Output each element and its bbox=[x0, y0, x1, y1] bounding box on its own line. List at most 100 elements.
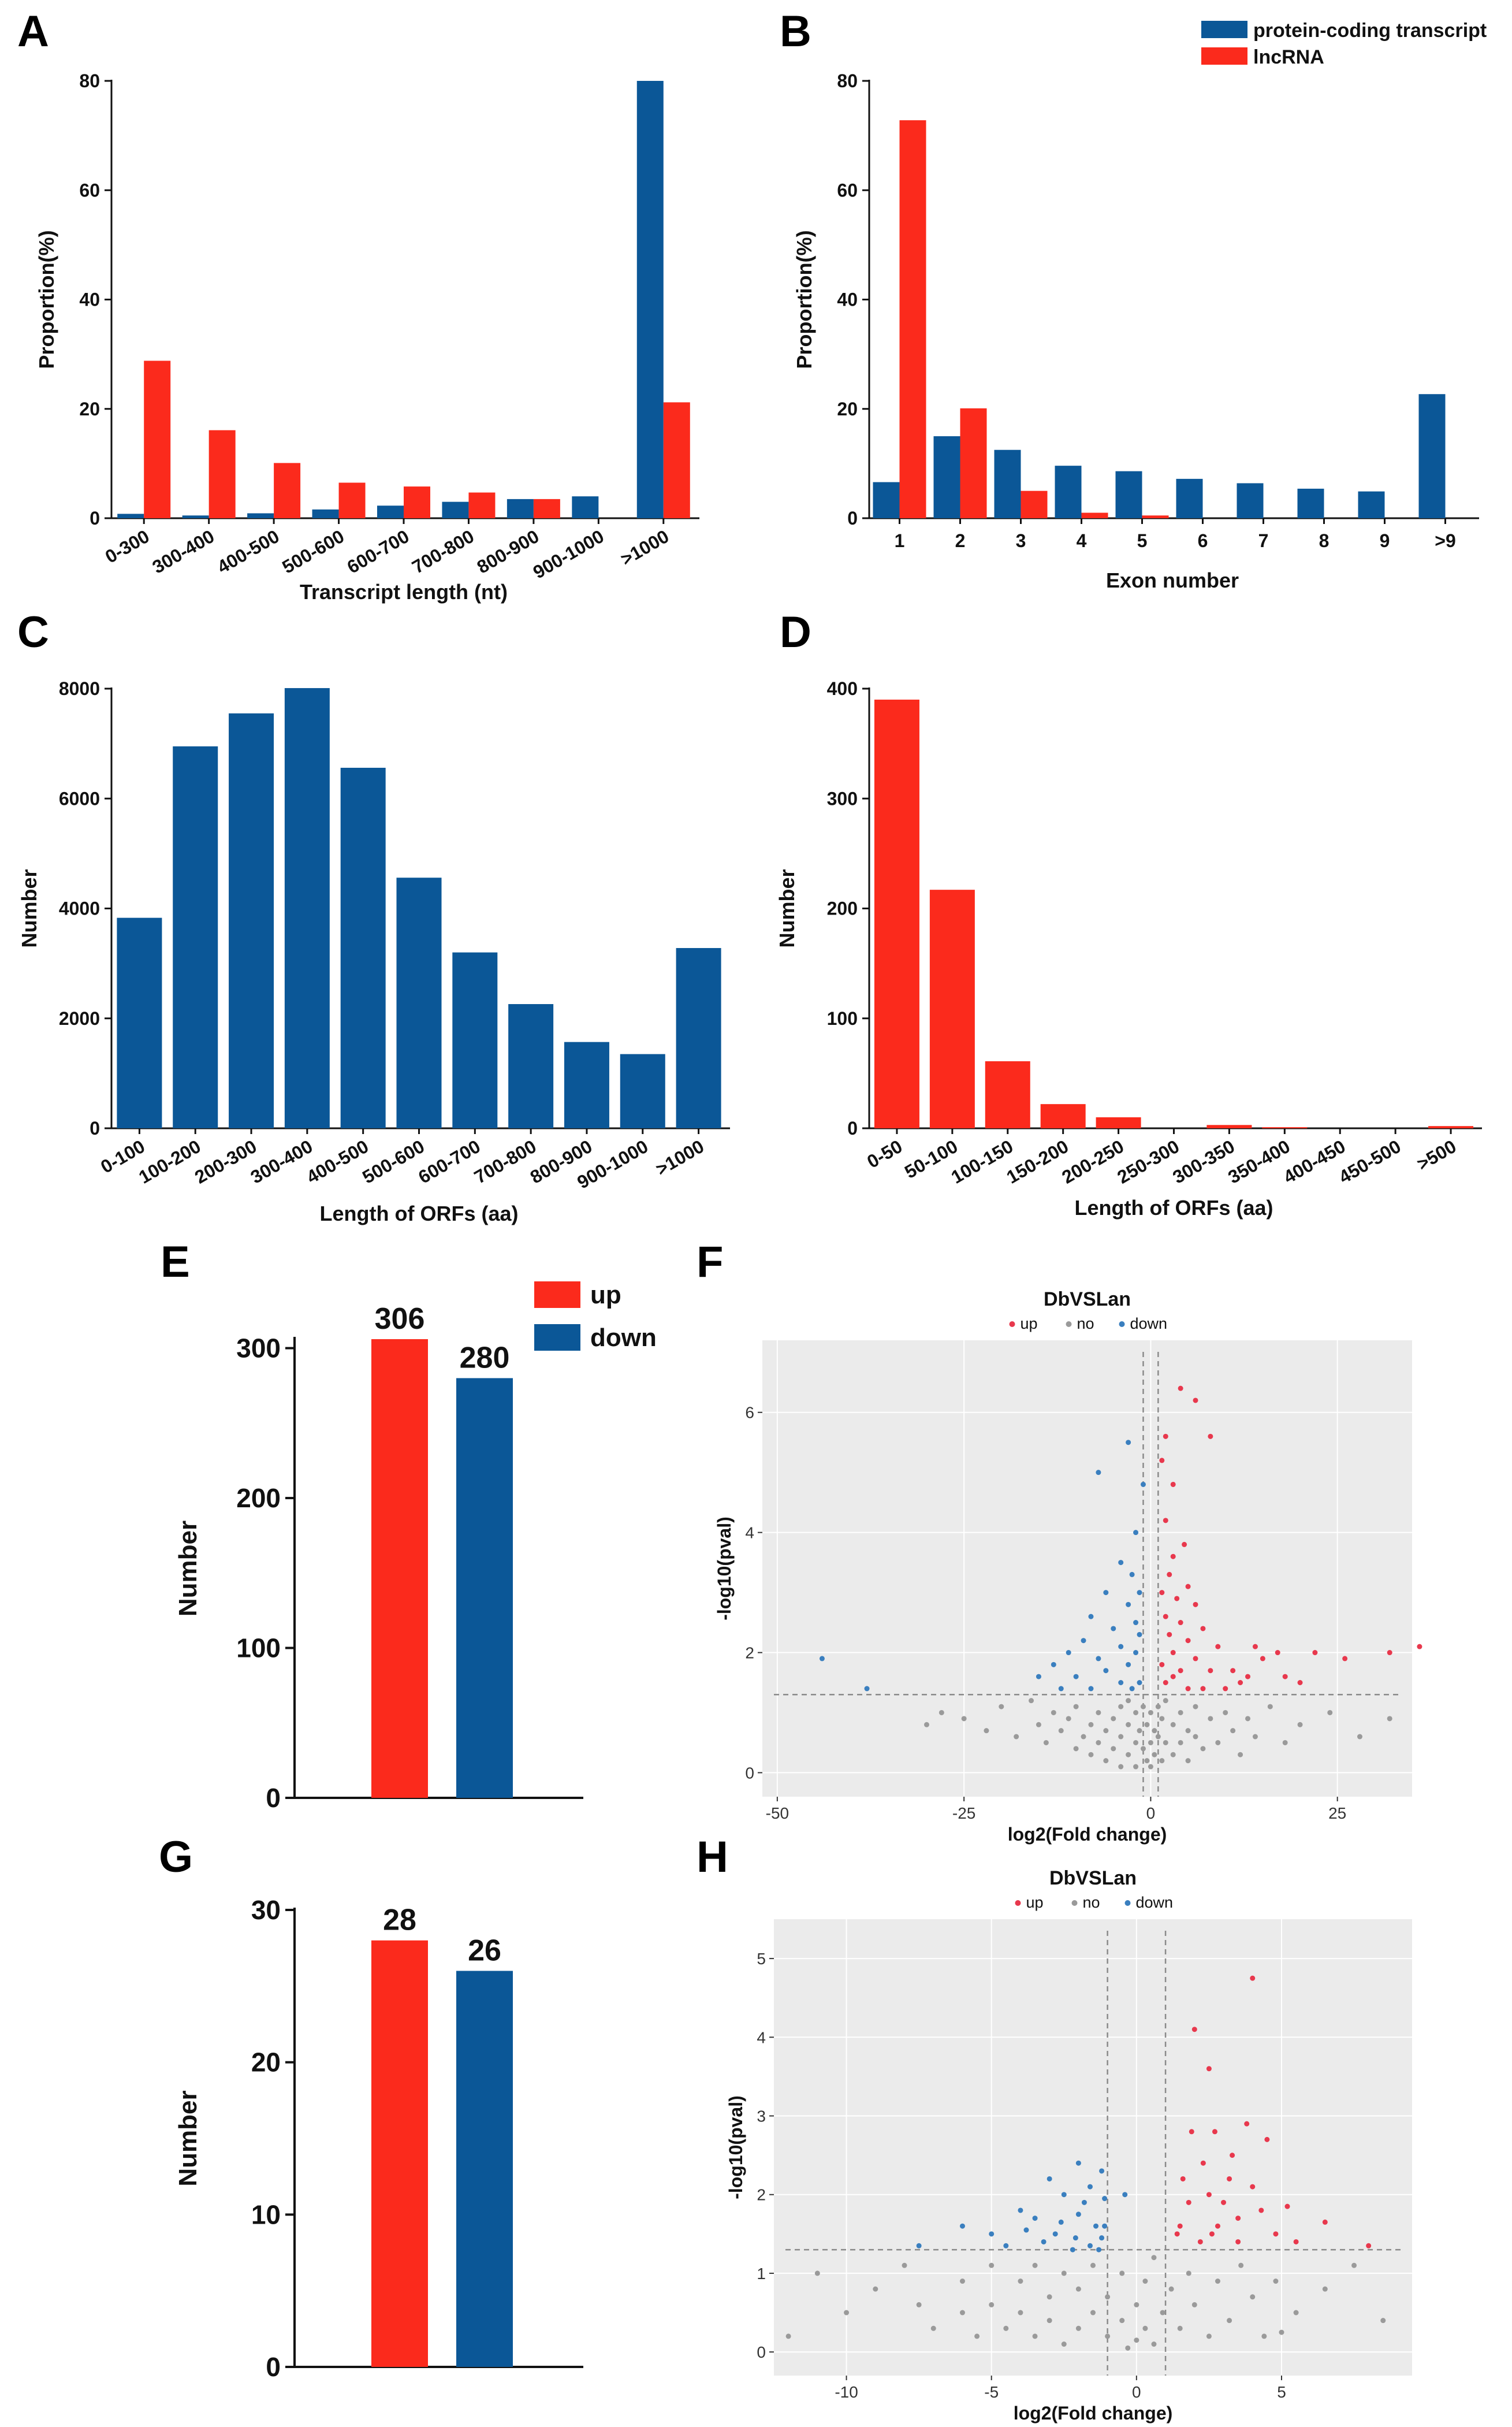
point-up bbox=[1282, 1674, 1288, 1679]
bar-lncrna-6 bbox=[1206, 1125, 1252, 1128]
point-no bbox=[1018, 2310, 1023, 2316]
point-no bbox=[1250, 2294, 1256, 2300]
legend-label-down: down bbox=[1136, 1894, 1174, 1911]
point-no bbox=[1140, 1704, 1146, 1709]
legend-label-no: no bbox=[1077, 1315, 1094, 1332]
point-up bbox=[1366, 2243, 1372, 2248]
point-down bbox=[1088, 1614, 1094, 1619]
y-tick-label: 0 bbox=[266, 2352, 281, 2382]
point-down bbox=[1133, 1620, 1139, 1626]
bar-lncrna-4 bbox=[1096, 1117, 1141, 1128]
point-up bbox=[1221, 2199, 1227, 2205]
x-tick-label: 0 bbox=[1132, 2383, 1141, 2401]
point-no bbox=[916, 2302, 922, 2307]
point-no bbox=[1029, 1698, 1034, 1704]
bar-lncrna-2 bbox=[1021, 490, 1048, 518]
point-down bbox=[1126, 1440, 1131, 1445]
bar-protein-coding-1 bbox=[933, 436, 960, 518]
point-up bbox=[1178, 1668, 1183, 1674]
point-up bbox=[1170, 1481, 1176, 1487]
x-tick-label: 300-400 bbox=[247, 1136, 316, 1188]
legend-swatch-lncrna bbox=[1201, 47, 1247, 65]
legend-label-up: up bbox=[1021, 1315, 1038, 1332]
y-axis-title: Proportion(%) bbox=[35, 231, 58, 369]
point-no bbox=[1105, 2333, 1111, 2339]
point-down bbox=[1133, 1530, 1139, 1536]
point-no bbox=[1032, 2333, 1038, 2339]
point-up bbox=[1163, 1680, 1168, 1685]
point-no bbox=[1152, 1752, 1157, 1757]
x-tick-label: 4 bbox=[1077, 530, 1087, 551]
point-no bbox=[1061, 2270, 1067, 2276]
point-up bbox=[1273, 2231, 1279, 2237]
point-down bbox=[1058, 2219, 1064, 2225]
x-tick-label: >1000 bbox=[617, 526, 672, 570]
point-no bbox=[999, 1704, 1004, 1709]
point-no bbox=[873, 2286, 878, 2292]
point-down bbox=[819, 1656, 825, 1662]
point-up bbox=[1185, 1638, 1191, 1644]
x-tick-label: 900-1000 bbox=[530, 526, 608, 583]
point-no bbox=[1252, 1734, 1258, 1740]
point-up bbox=[1312, 1650, 1318, 1656]
x-tick-label: 1 bbox=[895, 530, 905, 551]
point-no bbox=[1148, 1740, 1153, 1745]
y-tick-label: 0 bbox=[90, 1118, 100, 1139]
point-up bbox=[1193, 1601, 1198, 1607]
point-up bbox=[1163, 1433, 1168, 1439]
y-tick-label: 20 bbox=[79, 399, 100, 419]
y-tick-label: 40 bbox=[79, 289, 100, 310]
point-up bbox=[1230, 2153, 1235, 2158]
point-up bbox=[1206, 2192, 1212, 2198]
point-no bbox=[984, 1728, 989, 1734]
bar-protein-coding-0 bbox=[873, 482, 900, 518]
point-down bbox=[916, 2243, 922, 2248]
point-no bbox=[1238, 1752, 1243, 1757]
legend-dot-down bbox=[1124, 1900, 1131, 1906]
point-down bbox=[1140, 1481, 1146, 1487]
point-no bbox=[1003, 2325, 1009, 2331]
bar-protein-coding-8 bbox=[1358, 491, 1385, 518]
point-no bbox=[1200, 1746, 1206, 1752]
y-tick-label: 3 bbox=[757, 2108, 766, 2125]
point-no bbox=[1126, 1752, 1131, 1757]
bar-protein-coding-7 bbox=[572, 496, 599, 518]
point-no bbox=[1170, 1752, 1176, 1757]
bar-lncrna-4 bbox=[404, 486, 430, 518]
point-up bbox=[1227, 2176, 1232, 2181]
bar-lncrna-5 bbox=[468, 492, 496, 518]
x-tick-label: 700-800 bbox=[471, 1136, 540, 1188]
point-up bbox=[1250, 1975, 1256, 1981]
point-no bbox=[1125, 2345, 1131, 2351]
point-no bbox=[1177, 2325, 1183, 2331]
point-up bbox=[1322, 2219, 1328, 2225]
x-tick-label: >9 bbox=[1435, 530, 1455, 551]
point-down bbox=[1058, 1686, 1064, 1692]
point-no bbox=[1215, 2279, 1220, 2284]
x-tick-label: 300-400 bbox=[148, 526, 218, 578]
point-no bbox=[930, 2325, 936, 2331]
bar-protein-coding-10 bbox=[676, 947, 721, 1128]
point-no bbox=[1170, 1722, 1176, 1727]
point-up bbox=[1159, 1590, 1165, 1596]
point-no bbox=[1118, 1704, 1124, 1709]
point-up bbox=[1238, 1680, 1243, 1685]
y-tick-label: 6 bbox=[745, 1404, 754, 1422]
point-down bbox=[1061, 2192, 1067, 2198]
x-tick-label: 150-200 bbox=[1003, 1136, 1072, 1188]
point-no bbox=[1159, 1716, 1165, 1722]
point-down bbox=[1047, 2176, 1052, 2181]
point-no bbox=[1273, 2279, 1279, 2284]
point-no bbox=[1322, 2286, 1328, 2292]
point-down bbox=[1129, 1571, 1135, 1577]
point-no bbox=[1178, 1740, 1183, 1745]
y-tick-label: 4000 bbox=[59, 898, 100, 919]
point-up bbox=[1260, 1656, 1265, 1662]
point-no bbox=[1134, 2337, 1139, 2343]
point-no bbox=[1126, 1722, 1131, 1727]
legend-swatch-protein-coding bbox=[1201, 21, 1247, 38]
point-up bbox=[1208, 1433, 1213, 1439]
point-no bbox=[1118, 1764, 1124, 1770]
bar-lncrna-2 bbox=[985, 1061, 1030, 1128]
x-tick-label: 8 bbox=[1319, 530, 1329, 551]
